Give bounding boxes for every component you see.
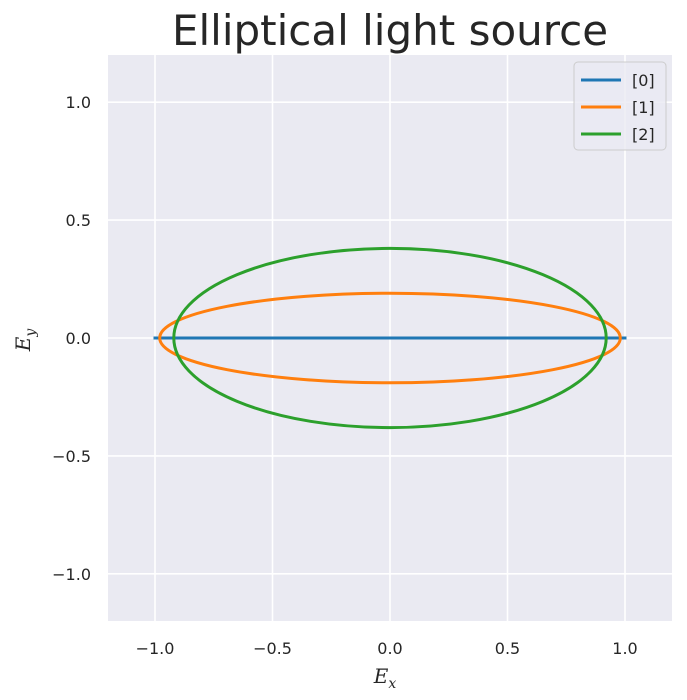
y-tick-label: 1.0: [66, 93, 91, 112]
series-1-ellipse: [158, 291, 622, 385]
legend-label: [1]: [632, 98, 655, 117]
legend: [0] [1] [2]: [573, 61, 667, 151]
x-tick-label: 0.5: [495, 639, 520, 658]
x-tick-label: 1.0: [612, 639, 637, 658]
series-layer: [153, 246, 627, 430]
x-tick-label: 0.0: [377, 639, 402, 658]
chart-title: Elliptical light source: [172, 6, 608, 55]
tick-labels: −1.0 −0.5 0.0 0.5 1.0 −1.0 −0.5 0.0 0.5 1.0: [52, 93, 638, 658]
x-axis-label: Ex: [373, 664, 397, 692]
y-tick-label: −1.0: [52, 565, 91, 584]
x-tick-label: −1.0: [136, 639, 175, 658]
y-tick-label: 0.0: [66, 329, 91, 348]
x-tick-label: −0.5: [253, 639, 292, 658]
y-tick-label: 0.5: [66, 211, 91, 230]
legend-label: [2]: [632, 125, 655, 144]
series-2-ellipse: [172, 246, 608, 430]
y-axis-label: Ey: [11, 328, 39, 353]
y-tick-label: −0.5: [52, 447, 91, 466]
legend-label: [0]: [632, 71, 655, 90]
